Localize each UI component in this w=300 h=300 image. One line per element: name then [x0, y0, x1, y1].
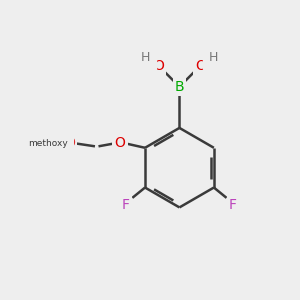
Text: O: O — [64, 136, 75, 150]
Text: O: O — [115, 136, 125, 150]
Text: O: O — [195, 59, 206, 73]
Text: methoxy: methoxy — [28, 139, 68, 148]
Text: F: F — [229, 198, 237, 212]
Text: O: O — [153, 59, 164, 73]
Text: H: H — [141, 50, 150, 64]
Text: F: F — [122, 198, 130, 212]
Text: B: B — [175, 80, 184, 94]
Text: H: H — [209, 50, 218, 64]
